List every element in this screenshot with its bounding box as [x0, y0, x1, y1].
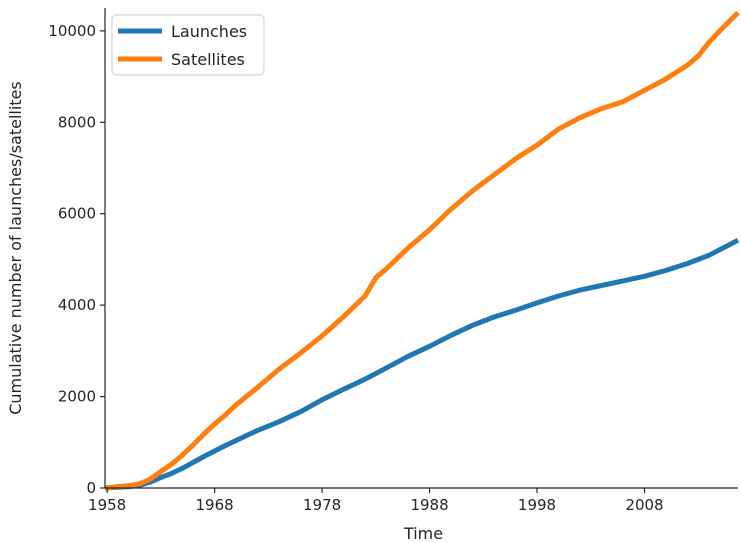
y-axis-label: Cumulative number of launches/satellites	[6, 81, 25, 415]
series-line-satellites	[104, 10, 740, 491]
legend-label-launches: Launches	[171, 22, 247, 41]
plot-area: 1958 1968 1978 1988 1998 2008 0 2000 4000 6000 80…	[48, 8, 740, 514]
y-tick-label: 0	[86, 479, 96, 497]
legend: Launches Satellites	[111, 14, 265, 76]
x-tick-label: 1968	[196, 496, 234, 514]
series-line-launches	[104, 237, 740, 491]
series-layer	[104, 10, 740, 491]
x-tick-label: 1998	[518, 496, 556, 514]
y-axis-ticks: 0 2000 4000 6000 8000 10000	[48, 22, 105, 497]
y-tick-label: 10000	[48, 22, 96, 40]
y-tick-label: 2000	[58, 388, 96, 406]
x-tick-label: 1958	[88, 496, 126, 514]
legend-label-satellites: Satellites	[171, 50, 245, 69]
y-tick-label: 6000	[58, 205, 96, 223]
x-axis-label: Time	[403, 524, 443, 543]
x-tick-label: 1988	[410, 496, 448, 514]
x-axis-ticks: 1958 1968 1978 1988 1998 2008	[88, 488, 664, 514]
x-tick-label: 2008	[625, 496, 663, 514]
x-tick-label: 1978	[303, 496, 341, 514]
y-tick-label: 4000	[58, 296, 96, 314]
y-tick-label: 8000	[58, 113, 96, 131]
